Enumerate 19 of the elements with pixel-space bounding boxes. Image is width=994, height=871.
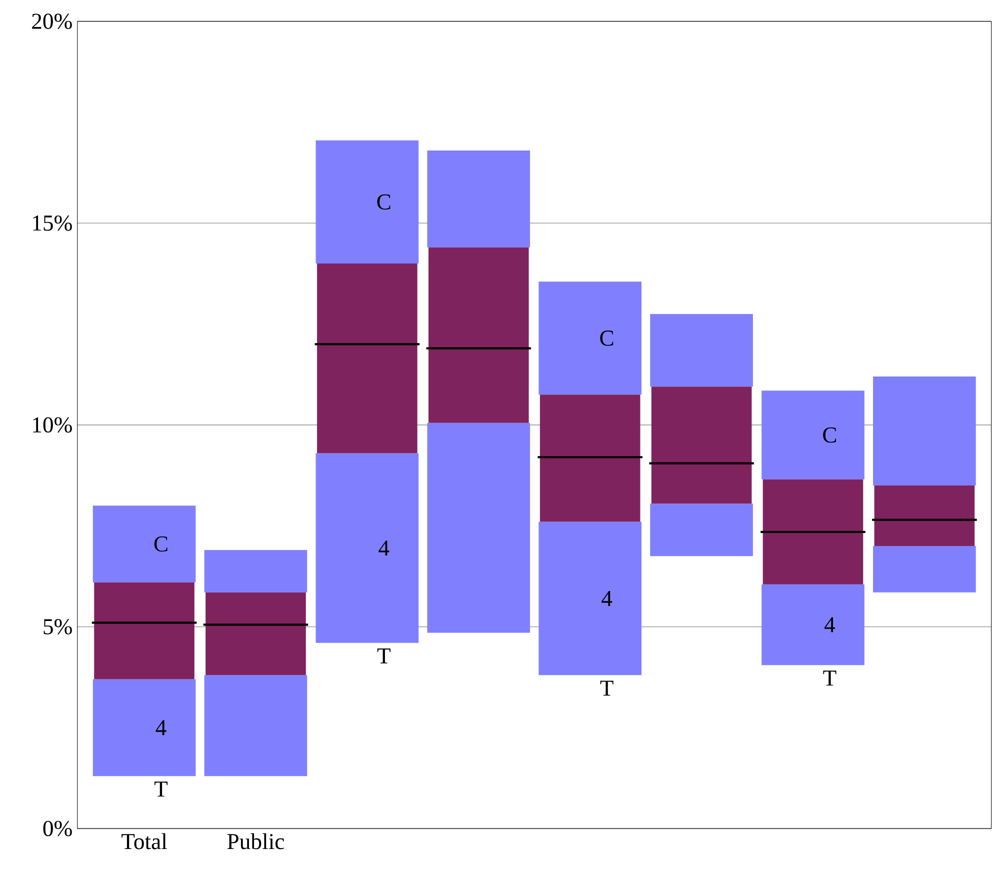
annotation: T: [154, 782, 168, 796]
y-tick-label: 15%: [33, 215, 72, 231]
x-tick-label: Total: [122, 833, 167, 850]
y-tick-label: 10%: [33, 417, 72, 433]
annotation: 4: [602, 590, 612, 606]
annotation: 4: [378, 540, 390, 556]
y-tick-label: 0%: [43, 820, 72, 836]
annotation: C: [823, 427, 836, 443]
annotation: 4: [156, 720, 166, 735]
annotation: C: [600, 330, 614, 346]
annotation: C: [154, 536, 168, 552]
annotation: T: [600, 680, 614, 696]
y-tick-label: 20%: [32, 14, 72, 29]
annotation: 4: [824, 617, 836, 632]
annotation: T: [377, 648, 390, 664]
annotation: T: [823, 670, 836, 686]
y-tick-label: 5%: [44, 618, 72, 634]
x-tick-label: Public: [227, 833, 284, 850]
annotation: C: [377, 194, 390, 210]
